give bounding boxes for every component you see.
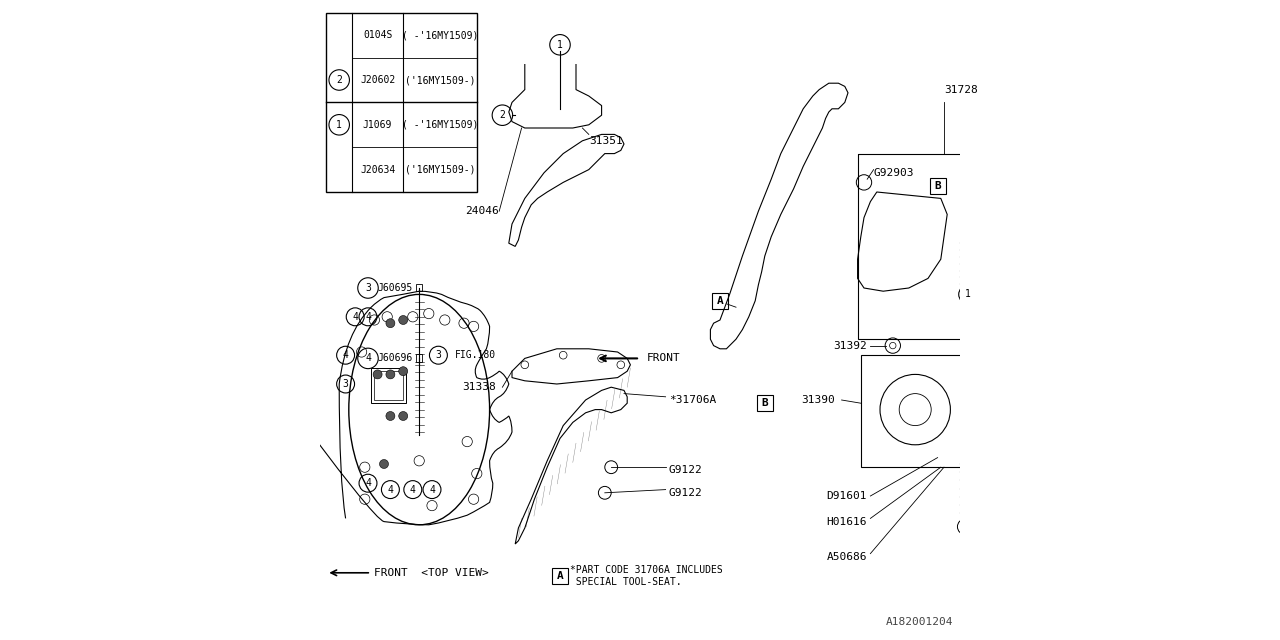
Bar: [858, 154, 963, 339]
Text: 0104S: 0104S: [364, 30, 392, 40]
Text: ('16MY1509-): ('16MY1509-): [404, 75, 475, 85]
Bar: [929, 178, 946, 194]
Text: D91601: D91601: [827, 491, 868, 501]
Text: 31390: 31390: [801, 395, 836, 405]
Text: J60695: J60695: [378, 283, 413, 293]
Text: 31392: 31392: [833, 340, 868, 351]
Text: A182001204: A182001204: [886, 617, 954, 627]
Bar: [416, 354, 422, 362]
Circle shape: [399, 316, 407, 324]
Text: FRONT  <TOP VIEW>: FRONT <TOP VIEW>: [374, 568, 489, 578]
Text: 4: 4: [429, 484, 435, 495]
Text: *31706A: *31706A: [668, 395, 716, 405]
Text: G9122: G9122: [668, 465, 703, 476]
Text: A50686: A50686: [827, 552, 868, 562]
Text: 31728: 31728: [945, 84, 978, 95]
Text: 1: 1: [557, 40, 563, 50]
Circle shape: [387, 412, 394, 420]
Text: ('16MY1509-): ('16MY1509-): [404, 164, 475, 175]
Text: 4: 4: [352, 312, 358, 322]
Text: 2: 2: [337, 75, 342, 85]
Text: 4: 4: [365, 478, 371, 488]
Bar: [712, 293, 728, 309]
Text: A: A: [717, 296, 723, 306]
Circle shape: [399, 367, 407, 376]
Circle shape: [387, 319, 394, 328]
Text: 3: 3: [435, 350, 442, 360]
Text: 2: 2: [499, 110, 506, 120]
Bar: [756, 396, 773, 412]
Bar: [960, 456, 966, 464]
Text: 4: 4: [388, 484, 393, 495]
Text: FRONT: FRONT: [646, 353, 680, 364]
Text: FIG.180: FIG.180: [454, 350, 495, 360]
Text: 31351: 31351: [589, 136, 622, 146]
Text: J60696: J60696: [378, 353, 413, 364]
Text: 1: 1: [965, 289, 970, 300]
Text: G92903: G92903: [874, 168, 914, 178]
Circle shape: [399, 412, 407, 420]
Text: B: B: [934, 180, 941, 191]
Circle shape: [374, 370, 383, 379]
Text: ( -'16MY1509): ( -'16MY1509): [402, 120, 479, 130]
Text: ( -'16MY1509): ( -'16MY1509): [402, 30, 479, 40]
Bar: [374, 371, 403, 400]
Bar: [960, 232, 966, 240]
Text: 31338: 31338: [462, 382, 497, 392]
Text: *PART CODE 31706A INCLUDES
 SPECIAL TOOL-SEAT.: *PART CODE 31706A INCLUDES SPECIAL TOOL-…: [570, 565, 722, 587]
Circle shape: [387, 370, 394, 379]
Text: H01616: H01616: [827, 516, 868, 527]
Text: 4: 4: [410, 484, 416, 495]
Text: 24046: 24046: [466, 206, 499, 216]
Text: 3: 3: [343, 379, 348, 389]
Text: 4: 4: [343, 350, 348, 360]
Circle shape: [379, 460, 389, 468]
Text: 1: 1: [337, 120, 342, 130]
Text: A: A: [557, 571, 563, 581]
Text: B: B: [762, 398, 768, 408]
Text: J20634: J20634: [360, 164, 396, 175]
Text: 4: 4: [365, 353, 371, 364]
Bar: [326, 13, 476, 192]
Text: G9122: G9122: [668, 488, 703, 498]
Bar: [552, 568, 568, 584]
Bar: [371, 368, 407, 403]
Text: J1069: J1069: [364, 120, 392, 130]
Bar: [416, 284, 422, 291]
Text: 4: 4: [365, 312, 371, 322]
Bar: [860, 355, 973, 467]
Text: J20602: J20602: [360, 75, 396, 85]
Text: 3: 3: [365, 283, 371, 293]
